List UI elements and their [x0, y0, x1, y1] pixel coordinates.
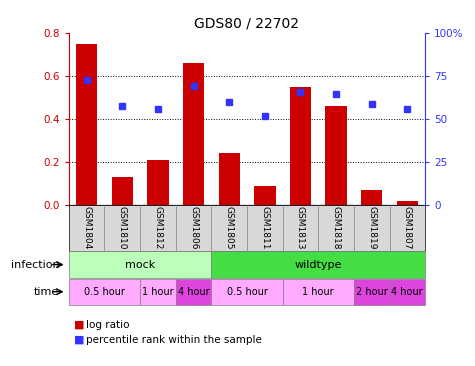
- Text: GSM1812: GSM1812: [153, 206, 162, 250]
- Text: infection: infection: [11, 259, 59, 270]
- Text: GSM1819: GSM1819: [367, 206, 376, 250]
- Text: mock: mock: [125, 259, 155, 270]
- Text: percentile rank within the sample: percentile rank within the sample: [86, 335, 261, 345]
- Text: log ratio: log ratio: [86, 320, 129, 330]
- Bar: [76, 44, 97, 205]
- Text: ■: ■: [74, 335, 84, 345]
- Text: wildtype: wildtype: [294, 259, 342, 270]
- Text: 4 hour: 4 hour: [178, 287, 209, 297]
- Text: ■: ■: [74, 320, 84, 330]
- Text: GSM1804: GSM1804: [82, 206, 91, 250]
- Bar: [183, 63, 204, 205]
- Bar: [325, 106, 347, 205]
- Title: GDS80 / 22702: GDS80 / 22702: [194, 16, 300, 30]
- Text: 4 hour: 4 hour: [391, 287, 423, 297]
- Bar: [290, 87, 311, 205]
- Text: 2 hour: 2 hour: [356, 287, 388, 297]
- Bar: [218, 153, 240, 205]
- Text: time: time: [34, 287, 59, 297]
- Text: 1 hour: 1 hour: [142, 287, 174, 297]
- Text: GSM1810: GSM1810: [118, 206, 127, 250]
- Text: 0.5 hour: 0.5 hour: [84, 287, 125, 297]
- Text: GSM1806: GSM1806: [189, 206, 198, 250]
- Text: GSM1818: GSM1818: [332, 206, 341, 250]
- Bar: [254, 186, 276, 205]
- Text: GSM1811: GSM1811: [260, 206, 269, 250]
- Text: GSM1807: GSM1807: [403, 206, 412, 250]
- Bar: [397, 201, 418, 205]
- Text: GSM1813: GSM1813: [296, 206, 305, 250]
- Bar: [112, 177, 133, 205]
- Text: 1 hour: 1 hour: [303, 287, 334, 297]
- Bar: [147, 160, 169, 205]
- Text: 0.5 hour: 0.5 hour: [227, 287, 267, 297]
- Bar: [361, 190, 382, 205]
- Text: GSM1805: GSM1805: [225, 206, 234, 250]
